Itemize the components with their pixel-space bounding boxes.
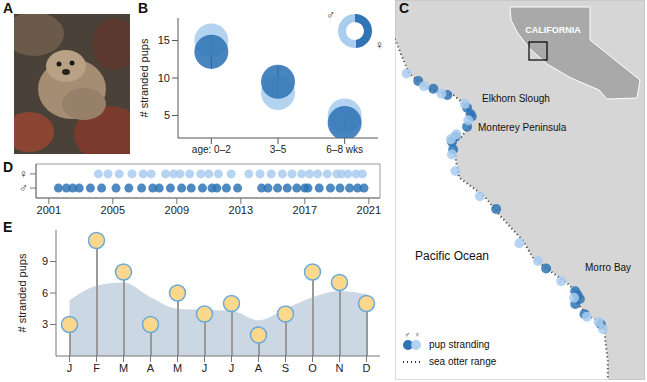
svg-text:J: J [229,362,235,374]
html-text:pup stranding: pup stranding [429,339,490,350]
svg-text:2021: 2021 [357,204,381,216]
svg-text:A: A [255,362,263,374]
svg-text:6–8 wks: 6–8 wks [326,144,363,155]
svg-text:3–5: 3–5 [270,144,287,155]
svg-text:6: 6 [42,287,48,299]
html-text:C: C [399,0,410,16]
html-text:sea otter range: sea otter range [429,356,497,367]
svg-text:N: N [336,362,344,374]
svg-text:2009: 2009 [165,204,189,216]
html-text:Pacific Ocean: Pacific Ocean [415,249,489,263]
svg-text:♀: ♀ [414,331,419,338]
svg-text:F: F [93,362,100,374]
svg-text:5: 5 [164,109,170,121]
svg-text:S: S [282,362,289,374]
svg-text:2005: 2005 [101,204,125,216]
html-text:E: E [3,219,13,235]
svg-text:# stranded pups: # stranded pups [138,38,150,117]
svg-text:CALIFORNIA: CALIFORNIA [525,25,581,35]
svg-text:10: 10 [158,72,170,84]
svg-text:9: 9 [42,255,48,267]
svg-text:A: A [147,362,155,374]
svg-text:2017: 2017 [293,204,317,216]
svg-text:D: D [363,362,371,374]
html-text:Morro Bay: Morro Bay [585,262,632,273]
svg-text:♂: ♂ [19,181,28,195]
svg-text:O: O [308,362,317,374]
svg-text:J: J [202,362,208,374]
html-text:B: B [138,0,149,16]
html-text:D: D [3,159,14,175]
svg-text:age: 0–2: age: 0–2 [192,144,231,155]
svg-text:3: 3 [42,318,48,330]
svg-text:# stranded pups: # stranded pups [16,253,28,332]
svg-text:♂: ♂ [404,331,409,338]
svg-text:2013: 2013 [229,204,253,216]
svg-text:15: 15 [158,34,170,46]
svg-text:M: M [173,362,182,374]
svg-text:2001: 2001 [37,204,61,216]
svg-text:J: J [67,362,73,374]
html-text:A: A [3,0,14,16]
html-text:Elkhorn Slough: Elkhorn Slough [482,93,550,104]
svg-text:M: M [119,362,128,374]
svg-text:♀: ♀ [19,167,28,181]
html-text:Monterey Peninsula: Monterey Peninsula [478,122,567,133]
